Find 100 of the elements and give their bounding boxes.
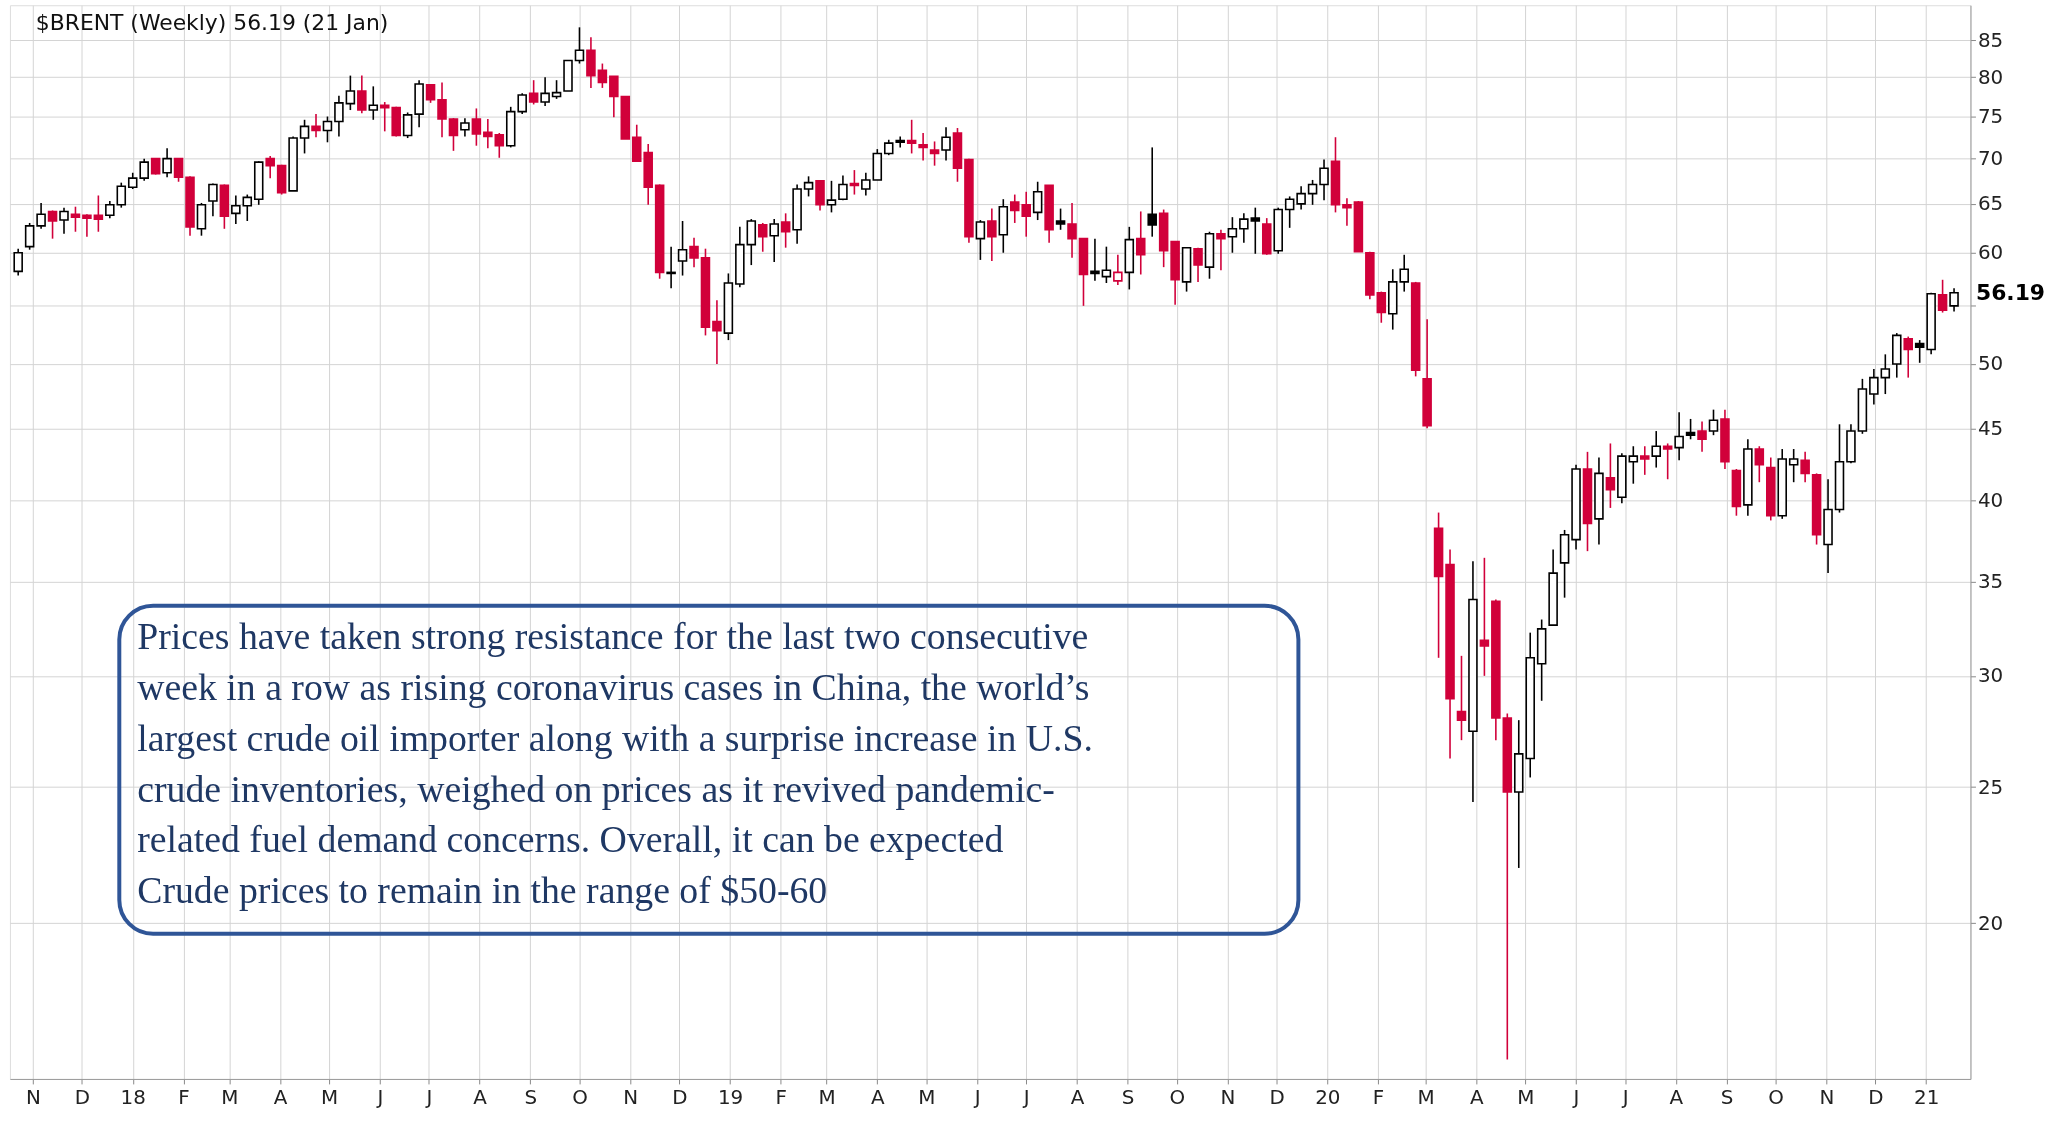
candlestick	[769, 218, 779, 263]
candlestick	[540, 76, 550, 107]
candlestick	[1708, 408, 1719, 436]
candlestick	[196, 202, 207, 237]
candlestick	[1250, 206, 1261, 255]
candlestick	[757, 222, 768, 253]
x-tick-label: M	[221, 1086, 239, 1110]
x-tick-label: A	[273, 1086, 288, 1110]
candlestick	[1800, 451, 1810, 483]
candlestick	[334, 94, 344, 138]
candlestick	[929, 140, 940, 167]
x-tick-label: F	[178, 1086, 190, 1110]
x-tick-label: S	[524, 1086, 538, 1110]
candlestick	[116, 181, 127, 209]
candlestick	[803, 175, 814, 198]
candlestick	[1639, 445, 1650, 476]
candlestick	[838, 174, 848, 201]
x-tick-label: M	[321, 1086, 339, 1110]
candlestick	[1342, 197, 1352, 227]
y-tick-label: 25	[1977, 775, 2004, 799]
candlestick	[1628, 445, 1639, 485]
candlestick	[1880, 353, 1891, 395]
y-tick-label: 70	[1977, 147, 2004, 171]
y-tick-label: 50	[1977, 352, 2004, 376]
candlestick	[471, 107, 482, 147]
x-tick-label: D	[1868, 1086, 1884, 1110]
candlestick	[311, 113, 321, 139]
y-tick-label: 60	[1977, 241, 2004, 265]
x-tick-label: N	[623, 1086, 639, 1110]
candlestick	[1067, 202, 1077, 259]
y-tick-label: 85	[1977, 28, 2004, 52]
candlestick	[1193, 246, 1203, 283]
candlestick	[746, 218, 757, 266]
x-tick-label: O	[572, 1086, 588, 1110]
x-tick-label: N	[1220, 1086, 1236, 1110]
candlestick	[975, 219, 986, 261]
candlestick	[1903, 335, 1913, 379]
x-tick-label: O	[1169, 1086, 1186, 1110]
annotation: 56.19	[1975, 279, 2046, 305]
candlestick	[1227, 216, 1238, 254]
x-tick-label: 18	[120, 1086, 146, 1110]
candlestick	[849, 169, 860, 196]
candlestick	[460, 117, 470, 138]
candlestick	[1147, 146, 1157, 238]
candlestick	[1032, 180, 1043, 221]
x-tick-label: 19	[717, 1086, 744, 1110]
x-tick-label: J	[972, 1086, 981, 1110]
x-tick-label: J	[1620, 1086, 1629, 1110]
x-tick-label: M	[918, 1086, 936, 1110]
candlestick	[1090, 237, 1100, 282]
candlestick	[906, 118, 917, 155]
x-tick-label: O	[1768, 1086, 1784, 1110]
candlestick	[1914, 339, 1925, 364]
x-tick-label: F	[775, 1086, 787, 1110]
candlestick	[425, 84, 436, 104]
candlestick	[1651, 430, 1661, 469]
candlestick	[231, 194, 241, 225]
candlestick	[494, 132, 505, 159]
candlestick	[1788, 448, 1799, 483]
candlestick	[483, 118, 493, 150]
candlestick	[861, 171, 871, 197]
candlestick	[1376, 290, 1387, 324]
y-tick-label: 35	[1977, 570, 2004, 594]
x-tick-label: J	[1021, 1086, 1030, 1110]
y-tick-label: 45	[1977, 416, 2004, 440]
candlestick	[1869, 368, 1879, 406]
x-tick-label: A	[1070, 1086, 1085, 1110]
candlestick	[815, 180, 825, 212]
candlestick	[13, 247, 23, 277]
candlestick	[1697, 420, 1707, 453]
candlestick	[1055, 207, 1066, 231]
candlestick	[677, 220, 688, 277]
x-tick-label: S	[1121, 1086, 1135, 1110]
candlestick	[47, 209, 58, 240]
candlestick	[299, 118, 310, 155]
candlestick	[173, 157, 184, 183]
x-tick-label: A	[1669, 1086, 1684, 1110]
annotation: Prices have taken strong resistance for the last two consecutive week in a row as rising coronavirus cases in China, the world’s largest crude oil importer along with a surprise increase in U.S. crude inventories, weighed on prices as it revived pandemic- related fuel demand concerns. Overall, it can be expected Crude prices to remain in the range of $50-60	[137, 615, 1093, 911]
candlestick	[437, 81, 447, 139]
candlestick	[826, 180, 837, 214]
x-tick-label: 21	[1914, 1086, 1940, 1110]
candlestick	[1284, 195, 1295, 229]
x-tick-label: J	[424, 1086, 433, 1110]
candlestick	[712, 299, 722, 365]
y-tick-label: 40	[1977, 488, 2004, 512]
x-tick-label: J	[375, 1086, 384, 1110]
x-tick-label: F	[1372, 1086, 1385, 1110]
candlestick	[1456, 655, 1467, 741]
x-tick-label: S	[1720, 1086, 1734, 1110]
x-tick-label: D	[74, 1086, 91, 1110]
candlestick	[574, 26, 585, 65]
y-tick-label: 65	[1977, 192, 2004, 216]
candlestick	[36, 202, 46, 230]
x-tick-label: D	[672, 1086, 688, 1110]
y-tick-label: 80	[1977, 65, 2004, 89]
x-tick-label: D	[1269, 1086, 1285, 1110]
x-tick-label: N	[1819, 1086, 1835, 1110]
candlestick	[1239, 212, 1249, 244]
candlestick	[1754, 445, 1765, 483]
candlestick	[59, 206, 69, 235]
